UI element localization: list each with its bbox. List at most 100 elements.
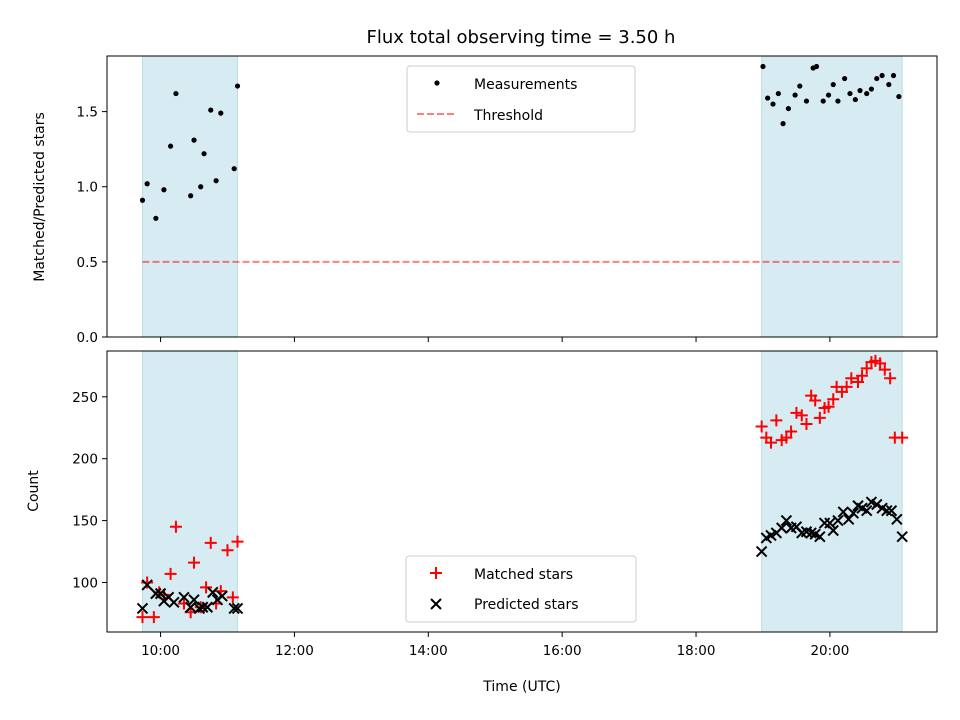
- measurement-point: [890, 72, 897, 79]
- predicted-star-point: [885, 504, 898, 517]
- predicted-star-point: [178, 591, 190, 604]
- legend-predicted-label: Predicted stars: [474, 597, 579, 613]
- matched-star-point: [809, 394, 822, 407]
- measurement-point: [201, 151, 207, 157]
- legend-matched-label: Matched stars: [474, 567, 573, 583]
- predicted-star-point: [881, 504, 893, 517]
- predicted-star-point: [847, 507, 860, 519]
- y-tick-label: 0.5: [77, 255, 98, 271]
- measurement-point: [886, 81, 892, 88]
- ratio-legend: Measurements Threshold: [406, 65, 636, 133]
- matched-star-point: [755, 420, 768, 433]
- measurement-point: [770, 101, 776, 107]
- predicted-star-point: [136, 602, 149, 615]
- predicted-star-point: [837, 506, 849, 518]
- predicted-star-point: [207, 586, 219, 599]
- measurement-point: [868, 86, 875, 92]
- measurement-point: [765, 95, 771, 101]
- measurement-point: [760, 63, 766, 70]
- matched-star-point: [141, 576, 154, 589]
- predicted-star-point: [141, 579, 153, 591]
- matched-star-point: [136, 611, 149, 624]
- matched-star-point: [813, 411, 826, 424]
- predicted-star-point: [197, 601, 209, 613]
- matched-star-point: [169, 520, 182, 533]
- x-axis-label: Time (UTC): [482, 679, 560, 695]
- ratio-y-axis-label: Matched/Predicted stars: [32, 112, 48, 282]
- measurement-point: [191, 137, 197, 143]
- measurement-point: [803, 98, 810, 104]
- matched-star-point: [878, 363, 891, 376]
- predicted-star-point: [154, 587, 167, 600]
- y-tick-label: 200: [72, 452, 98, 468]
- legend-measurements-label: Measurements: [474, 77, 577, 93]
- measurement-point: [234, 83, 241, 89]
- matched-star-point: [827, 393, 840, 406]
- y-tick-label: 1.5: [77, 105, 98, 121]
- predicted-star-point: [824, 517, 836, 529]
- count-y-axis-label: Count: [26, 470, 42, 512]
- matched-star-point: [795, 409, 808, 422]
- measurement-point: [820, 98, 826, 104]
- matched-star-point: [856, 369, 869, 382]
- measurement-point: [825, 92, 832, 98]
- predicted-star-point: [842, 513, 855, 526]
- measurement-point: [874, 75, 880, 82]
- matched-star-point: [896, 431, 909, 444]
- predicted-star-point: [814, 530, 826, 543]
- measurement-point: [173, 90, 179, 97]
- measurement-point: [864, 90, 870, 97]
- matched-star-point: [204, 536, 217, 549]
- y-tick-label: 1.0: [77, 180, 98, 196]
- measurement-point: [835, 98, 841, 104]
- x-tick-label: 12:00: [275, 643, 314, 659]
- measurement-point: [218, 110, 224, 116]
- measurement-point: [139, 197, 146, 203]
- count-panel: 100 150 200 250 10:00 12:00 14:00 16:00 18:00 20…: [26, 350, 938, 695]
- matched-star-point: [780, 431, 793, 444]
- measurement-point: [813, 63, 820, 70]
- predicted-star-point: [896, 530, 908, 543]
- predicted-star-point: [216, 590, 228, 602]
- matched-star-point: [221, 544, 234, 557]
- count-y-ticks: 100 150 200 250: [72, 390, 107, 591]
- measurement-point: [842, 75, 848, 82]
- matched-star-point: [874, 357, 887, 370]
- ratio-x-ticks: [160, 337, 831, 342]
- x-tick-label: 16:00: [543, 643, 582, 659]
- chart-title: Flux total observing time = 3.50 h: [367, 27, 676, 48]
- measurement-point: [775, 90, 781, 97]
- legend-measurements-marker: [434, 80, 440, 86]
- matched-star-point: [765, 436, 777, 449]
- measurement-point: [797, 83, 803, 89]
- measurement-point: [896, 93, 902, 100]
- x-tick-label: 10:00: [141, 643, 180, 659]
- legend-predicted-marker: [430, 598, 442, 610]
- measurement-point: [847, 90, 853, 97]
- predicted-star-point: [201, 601, 214, 613]
- matched-star-point: [822, 400, 835, 413]
- predicted-star-point: [776, 522, 788, 534]
- x-tick-label: 14:00: [409, 643, 448, 659]
- matched-star-point: [785, 425, 798, 438]
- count-series: [136, 354, 909, 624]
- y-tick-label: 250: [72, 390, 98, 406]
- predicted-star-point: [832, 514, 844, 527]
- measurement-point: [198, 184, 204, 190]
- measurement-point: [208, 107, 214, 113]
- ratio-axes-frame: [106, 55, 938, 338]
- measurement-point: [144, 181, 150, 187]
- matched-star-point: [231, 535, 244, 548]
- matched-star-point: [200, 581, 213, 594]
- x-tick-label: 18:00: [677, 643, 716, 659]
- matched-star-point: [845, 372, 858, 385]
- count-x-ticks: 10:00 12:00 14:00 16:00 18:00 20:00: [141, 632, 849, 659]
- ratio-series: [139, 63, 903, 263]
- legend-matched-marker: [430, 567, 442, 579]
- predicted-star-point: [231, 602, 244, 615]
- measurement-point: [188, 193, 194, 199]
- x-tick-label: 20:00: [810, 643, 849, 659]
- predicted-star-point: [780, 514, 793, 527]
- matched-star-point: [164, 567, 177, 580]
